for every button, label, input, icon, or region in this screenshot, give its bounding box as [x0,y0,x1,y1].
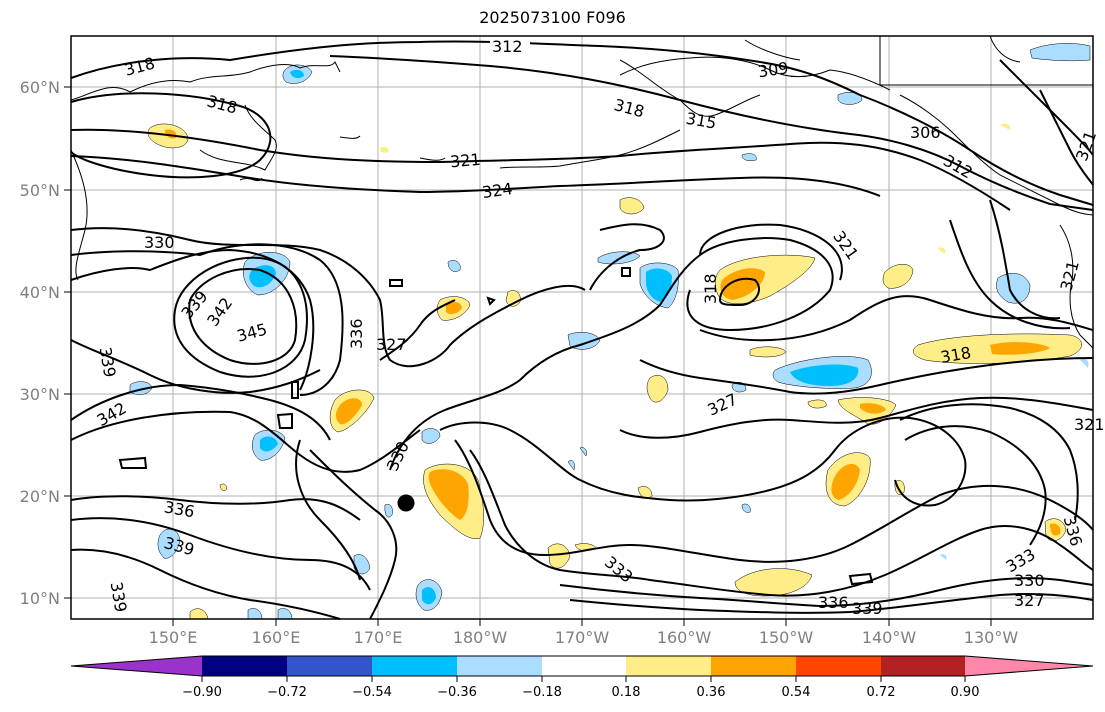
contour-label: 336 [347,318,366,349]
contour-label: 318 [701,273,720,304]
small-contours [118,267,874,586]
colorbar-segment [457,656,542,676]
colorbar-segment [796,656,881,676]
colorbar-tick-label: 0.36 [697,685,726,700]
contour-label: 330 [1014,571,1045,590]
lat-axis: 60°N 50°N 40°N 30°N 20°N 10°N [20,78,71,608]
contour-label: 321 [449,150,481,172]
contour-label: 309 [757,58,790,81]
contour-label: 324 [481,179,514,202]
colorbar-tick-label: 0.18 [612,685,641,700]
colorbar-segment [626,656,711,676]
lon-tick-label: 130°W [964,628,1019,647]
colorbar: −0.90 −0.72 −0.54 −0.36 −0.18 0.18 0.36 … [70,655,1094,700]
colorbar-tick-label: −0.90 [182,685,222,700]
lat-tick-label: 30°N [20,385,60,404]
colorbar-segment [372,656,457,676]
lat-tick-label: 10°N [20,589,60,608]
lon-axis: 150°E 160°E 170°E 180°W 170°W 160°W 150°… [149,619,1019,647]
lat-tick-label: 50°N [20,181,60,200]
colorbar-segment [202,656,287,676]
contour-label: 306 [910,123,941,142]
contour-label: 336 [818,593,849,612]
lat-tick-label: 40°N [20,283,60,302]
colorbar-segment [711,656,796,676]
lon-tick-label: 170°E [354,628,403,647]
contour-label: 312 [492,37,523,56]
lon-tick-label: 150°E [149,628,198,647]
chart-title: 2025073100 F096 [479,8,626,27]
lat-tick-label: 60°N [20,78,60,97]
contour-label: 321 [1074,415,1105,434]
contour-label: 339 [852,599,883,618]
contour-lines [70,40,1094,620]
colorbar-segment [287,656,372,676]
storm-center-marker [397,494,415,512]
lat-tick-label: 20°N [20,487,60,506]
colorbar-tick-label: 0.54 [782,685,811,700]
colorbar-tick-label: −0.72 [267,685,307,700]
colorbar-tick-label: 0.90 [951,685,980,700]
contour-label: 330 [144,233,175,252]
gridlines [71,36,1093,619]
lon-tick-label: 170°W [555,628,610,647]
lon-tick-label: 160°E [252,628,301,647]
colorbar-segment [71,656,202,676]
colorbar-tick-label: −0.18 [522,685,562,700]
colorbar-tick-label: 0.72 [867,685,896,700]
colorbar-tick-label: −0.36 [437,685,477,700]
colorbar-segment [542,656,626,676]
colorbar-segment [965,656,1093,676]
lon-tick-label: 180°W [453,628,508,647]
lon-tick-label: 160°W [657,628,712,647]
lon-tick-label: 140°W [862,628,917,647]
lon-tick-label: 150°W [759,628,814,647]
contour-label: 327 [1014,591,1045,610]
colorbar-segment [881,656,965,676]
coastlines [70,35,1094,349]
contour-label: 327 [376,335,407,354]
shaded-field [129,43,1091,620]
colorbar-tick-label: −0.54 [352,685,392,700]
